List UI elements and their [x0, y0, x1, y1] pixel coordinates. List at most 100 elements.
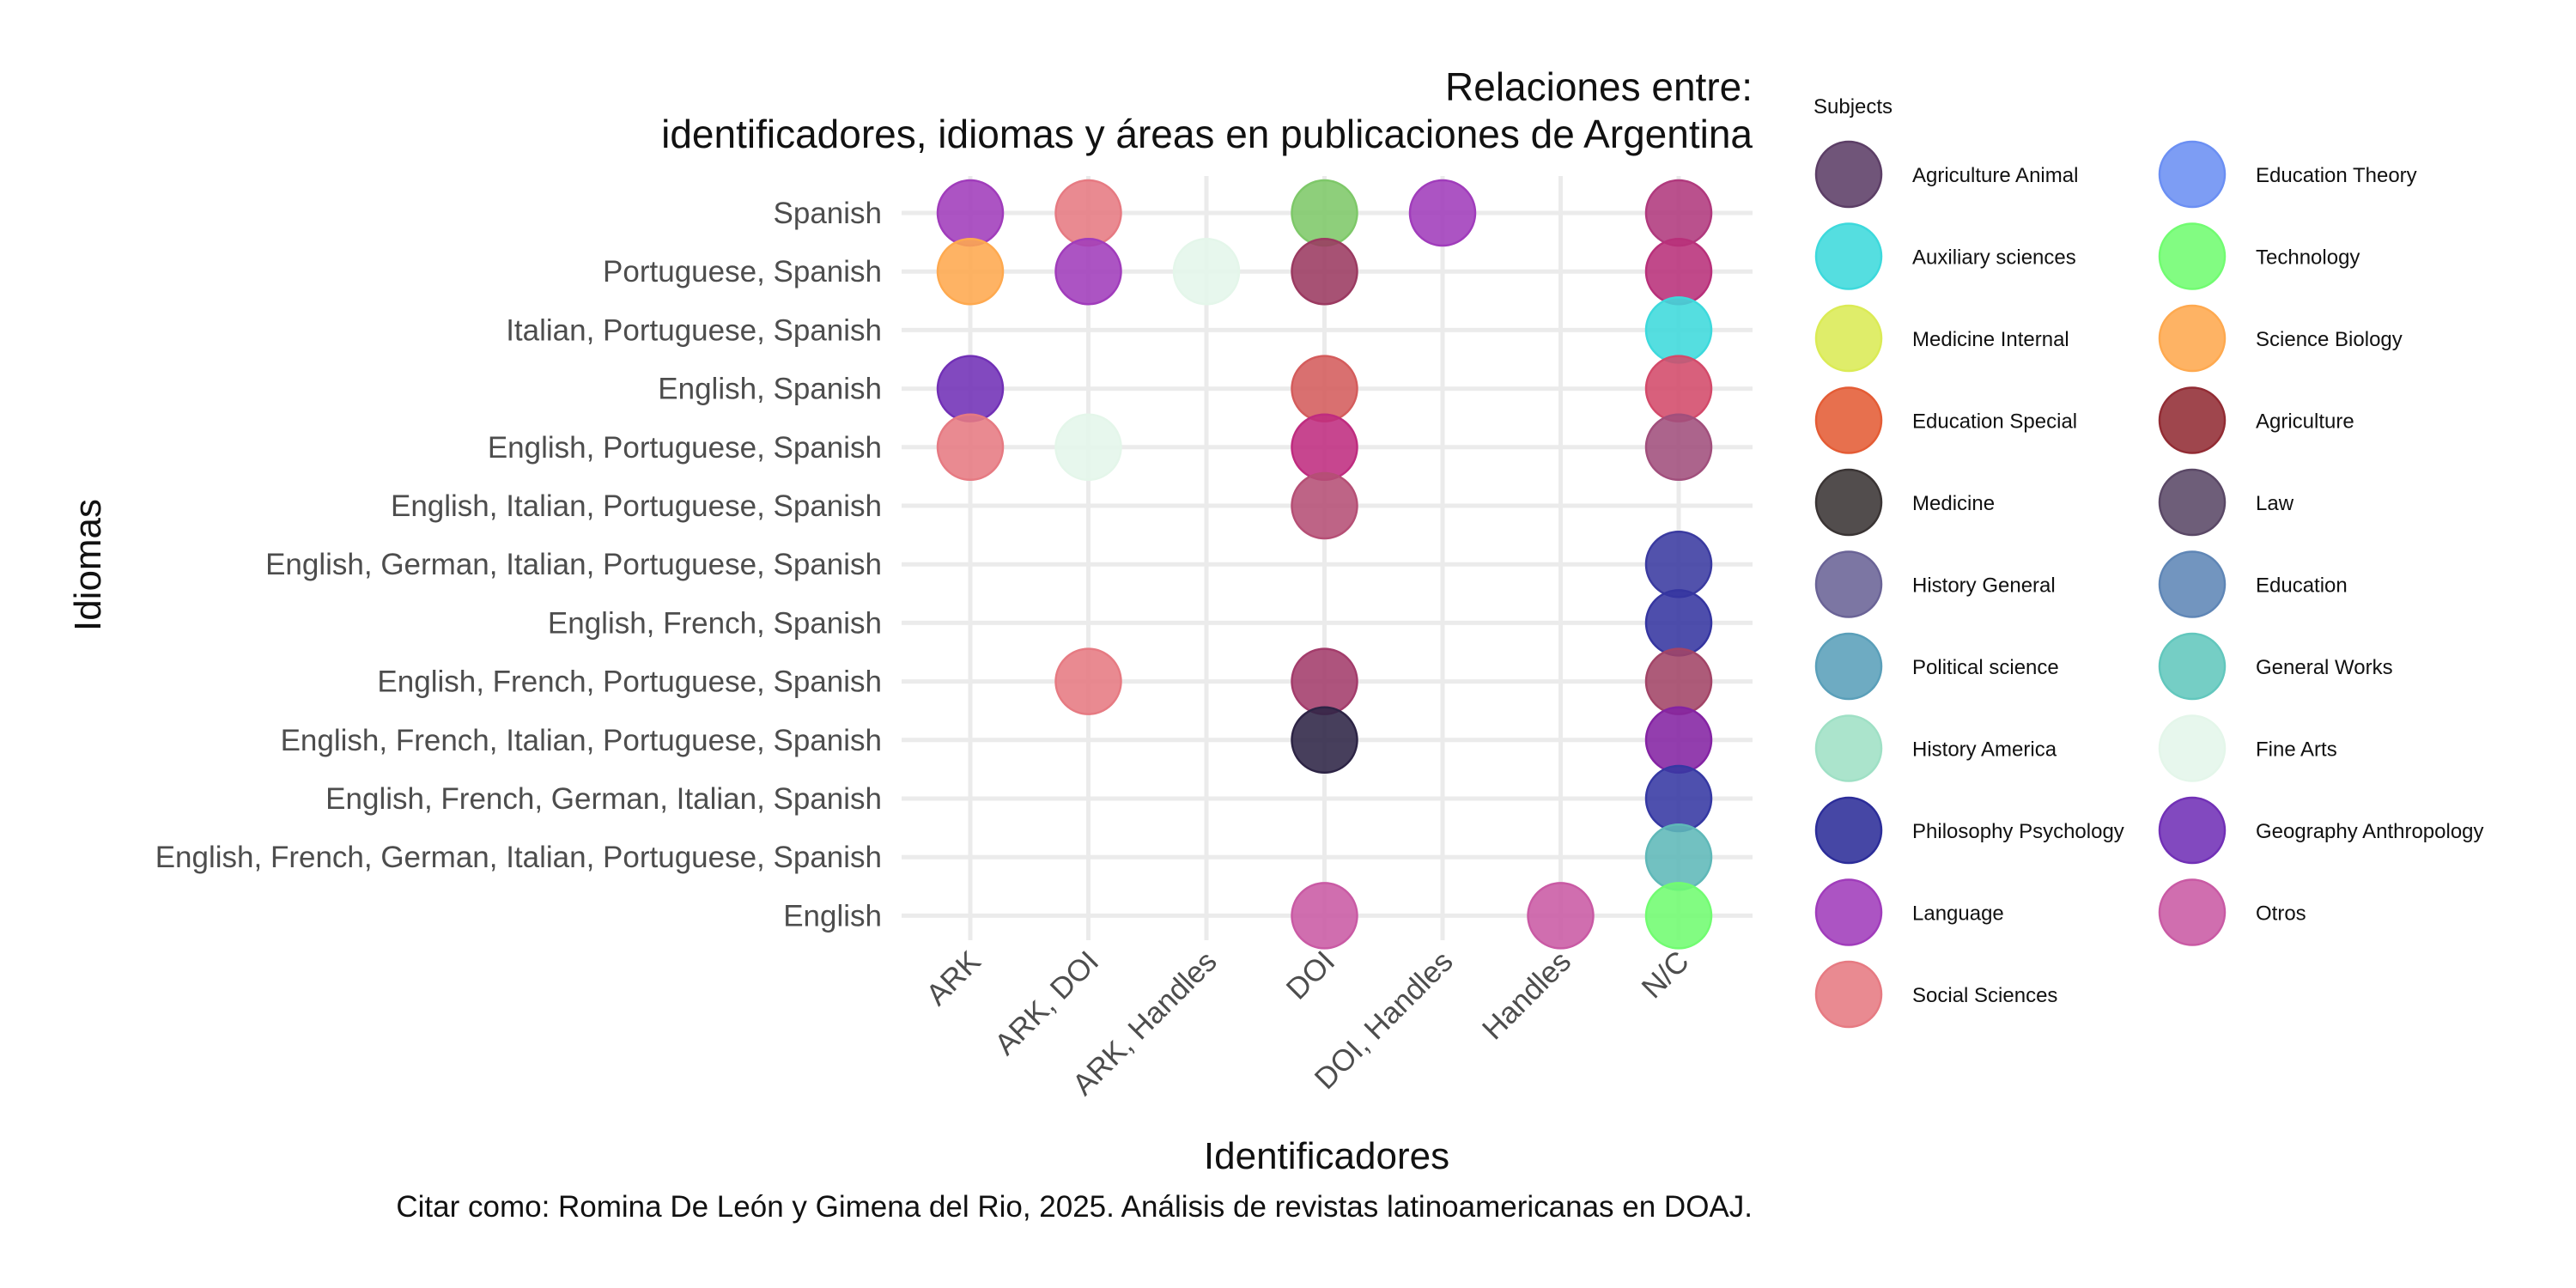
y-tick-label: English, Spanish — [658, 373, 882, 406]
y-axis-title: Idiomas — [67, 499, 109, 631]
data-point-fine-arts — [1172, 237, 1241, 306]
legend-key-education — [2158, 550, 2227, 618]
data-point-technology — [1291, 179, 1358, 247]
legend-key-social-sciences — [1814, 960, 1883, 1029]
legend-key-medicine-internal — [1814, 304, 1883, 373]
data-point-otros — [1291, 882, 1358, 950]
data-point-geography-anthropology — [1644, 706, 1713, 775]
data-point-geography-anthropology — [936, 355, 1005, 422]
legend-label: Otros — [2256, 902, 2306, 926]
legend-label: Agriculture — [2256, 410, 2354, 434]
data-point-language — [1054, 237, 1122, 306]
legend-label: Agriculture Animal — [1912, 164, 2078, 187]
x-tick-label: N/C — [1635, 945, 1695, 1005]
legend-label: Political science — [1912, 656, 2059, 679]
y-tick-label: Spanish — [774, 197, 882, 230]
legend-key-auxiliary-sciences — [1814, 222, 1883, 290]
legend-key-geography-anthropology — [2158, 796, 2227, 865]
y-tick-label: English, French, Spanish — [548, 606, 882, 640]
legend-key-technology — [2158, 222, 2227, 290]
y-tick-label: English, French, German, Italian, Spanis… — [325, 782, 882, 816]
legend-label: Education Special — [1912, 410, 2077, 434]
data-point-education-special — [1291, 355, 1358, 422]
citation-caption: Citar como: Romina De León y Gimena del … — [396, 1190, 1753, 1224]
legend-key-agriculture — [2158, 386, 2227, 454]
legend-label: Language — [1912, 902, 2004, 926]
data-point-philosophy-psychology — [1644, 764, 1713, 833]
data-point-social-sciences — [936, 413, 1005, 482]
data-point-medicine — [1291, 706, 1358, 775]
y-tick-label: English, French, Portuguese, Spanish — [377, 665, 882, 699]
data-point-fine-arts — [1054, 413, 1122, 482]
x-tick-label: DOI — [1280, 945, 1342, 1006]
legend-label: Social Sciences — [1912, 984, 2057, 1007]
y-axis-tick-labels: Spanish Portuguese, Spanish Italian, Portu… — [155, 197, 882, 933]
legend-key-law — [2158, 468, 2227, 537]
y-tick-label: English, Italian, Portuguese, Spanish — [391, 489, 882, 523]
legend-title: Subjects — [1814, 95, 1893, 118]
legend-label: Medicine Internal — [1912, 328, 2069, 351]
data-point-language — [1408, 179, 1477, 247]
chart-title-line-2: identificadores, idiomas y áreas en publ… — [661, 112, 1753, 156]
legend-key-education-theory — [2158, 140, 2227, 209]
data-point-otros — [1291, 413, 1358, 482]
y-tick-label: English, French, Italian, Portuguese, Sp… — [281, 724, 882, 757]
data-point-agriculture — [1644, 647, 1713, 715]
data-point-social-sciences — [1054, 179, 1122, 247]
legend-key-education-special — [1814, 386, 1883, 454]
legend-label: Education Theory — [2256, 164, 2417, 187]
y-tick-label: English, Portuguese, Spanish — [488, 431, 882, 465]
data-point-otros — [1644, 179, 1713, 247]
data-point-agriculture — [1291, 237, 1358, 306]
legend-key-general-works — [2158, 632, 2227, 701]
legend-label: General Works — [2256, 656, 2393, 679]
data-point-social-sciences — [1054, 647, 1122, 715]
y-tick-label: English, French, German, Italian, Portug… — [155, 841, 882, 874]
legend-key-fine-arts — [2158, 714, 2227, 782]
legend-label: Fine Arts — [2256, 738, 2337, 762]
x-axis-title: Identificadores — [1204, 1135, 1449, 1177]
data-point-technology — [1644, 882, 1713, 950]
data-point-otros — [1291, 471, 1358, 540]
legend: Agriculture Animal Auxiliary sciences Medi… — [1814, 140, 2484, 1029]
legend-key-history-america — [1814, 714, 1883, 782]
legend-label: History General — [1912, 574, 2056, 598]
legend-key-otros — [2158, 878, 2227, 946]
legend-label: Technology — [2256, 246, 2360, 270]
legend-key-medicine — [1814, 468, 1883, 537]
legend-key-language — [1814, 878, 1883, 946]
legend-label: Philosophy Psychology — [1912, 820, 2124, 843]
legend-label: Medicine — [1912, 492, 1995, 515]
legend-label: History America — [1912, 738, 2057, 762]
y-tick-label: Portuguese, Spanish — [603, 255, 882, 289]
x-tick-label: Handles — [1476, 945, 1577, 1046]
data-point-otros — [1527, 882, 1595, 950]
legend-key-philosophy-psychology — [1814, 796, 1883, 865]
data-point-philosophy-psychology — [1644, 530, 1713, 598]
data-point-philosophy-psychology — [1644, 589, 1713, 657]
data-point-otros — [1644, 237, 1713, 306]
y-tick-label: English — [783, 899, 882, 933]
data-points — [936, 179, 1713, 950]
legend-key-science-biology — [2158, 304, 2227, 373]
data-point-agriculture — [1291, 647, 1358, 715]
data-point-language — [936, 179, 1005, 247]
legend-key-political-science — [1814, 632, 1883, 701]
legend-label: Geography Anthropology — [2256, 820, 2484, 843]
legend-key-history-general — [1814, 550, 1883, 618]
data-point-social-sciences — [1644, 355, 1713, 422]
legend-label: Education — [2256, 574, 2348, 598]
legend-key-agriculture-animal — [1814, 140, 1883, 209]
x-tick-label: ARK, DOI — [988, 945, 1105, 1061]
legend-label: Auxiliary sciences — [1912, 246, 2076, 270]
data-point-general-works — [1644, 823, 1713, 891]
legend-label: Science Biology — [2256, 328, 2403, 351]
legend-label: Law — [2256, 492, 2294, 515]
data-point-science-biology — [936, 237, 1005, 306]
x-tick-label: ARK — [920, 945, 987, 1012]
y-tick-label: English, German, Italian, Portuguese, Sp… — [265, 548, 882, 581]
y-tick-label: Italian, Portuguese, Spanish — [506, 313, 882, 347]
data-point-auxiliary-sciences — [1644, 296, 1713, 364]
chart-title-line-1: Relaciones entre: — [1445, 64, 1753, 109]
